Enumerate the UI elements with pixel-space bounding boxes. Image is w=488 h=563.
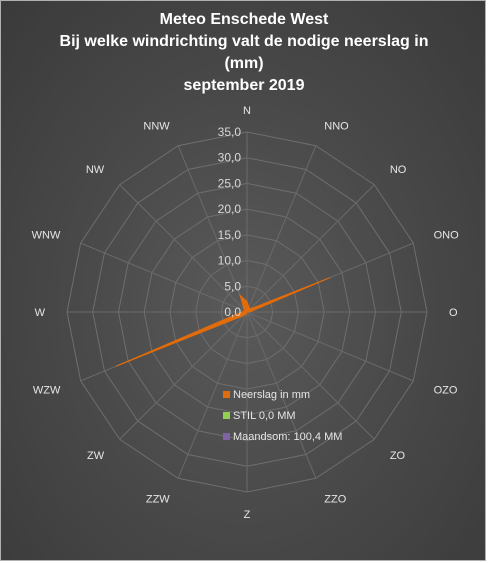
legend: Neerslag in mm STIL 0,0 MM Maandsom: 100…: [223, 384, 342, 447]
legend-label-maandsom: Maandsom: 100,4 MM: [233, 430, 343, 443]
direction-label-zw: ZW: [87, 450, 105, 462]
tick-label-1: 5,0: [224, 279, 241, 293]
tick-label-3: 15,0: [218, 228, 242, 242]
legend-label-stil: STIL 0,0 MM: [233, 409, 296, 422]
title-line-1: Meteo Enschede West: [159, 11, 329, 28]
direction-label-nno: NNO: [324, 120, 349, 132]
tick-label-5: 25,0: [218, 176, 242, 190]
direction-label-wnw: WNW: [32, 230, 61, 242]
direction-label-ozo: OZO: [434, 384, 458, 396]
direction-label-ono: ONO: [434, 230, 460, 242]
tick-label-0: 0,0: [224, 305, 241, 319]
spoke-zw: [119, 311, 248, 440]
legend-swatch-stil: [223, 412, 230, 419]
legend-swatch-neerslag: [223, 391, 230, 398]
direction-label-o: O: [449, 307, 458, 319]
direction-label-w: W: [35, 307, 46, 319]
spoke-ozo: [246, 311, 414, 382]
spoke-wnw: [80, 242, 248, 313]
tick-label-2: 10,0: [218, 254, 242, 268]
direction-label-zo: ZO: [390, 450, 406, 462]
spoke-nw: [119, 184, 248, 313]
title-line-4: september 2019: [183, 77, 305, 94]
direction-label-zzw: ZZW: [146, 494, 170, 506]
direction-label-n: N: [243, 105, 251, 117]
direction-label-wzw: WZW: [33, 384, 61, 396]
spoke-zzw: [177, 311, 248, 479]
series-area-neerslag: [116, 277, 331, 367]
title-line-2: Bij welke windrichting valt de nodige ne…: [59, 33, 429, 50]
chart-title: Meteo Enschede West Bij welke windrichti…: [1, 9, 487, 97]
spoke-nno: [246, 145, 317, 313]
direction-label-nnw: NNW: [143, 120, 170, 132]
legend-item-neerslag: Neerslag in mm: [223, 384, 342, 405]
direction-label-nw: NW: [86, 164, 105, 176]
spoke-zzo: [246, 311, 317, 479]
spoke-no: [246, 184, 375, 313]
tick-label-4: 20,0: [218, 202, 242, 216]
tick-label-6: 30,0: [218, 151, 242, 165]
direction-label-no: NO: [390, 164, 407, 176]
tick-label-7: 35,0: [218, 125, 242, 139]
spoke-nnw: [177, 145, 248, 313]
legend-item-maandsom: Maandsom: 100,4 MM: [223, 426, 342, 447]
spoke-zo: [246, 311, 375, 440]
legend-label-neerslag: Neerslag in mm: [233, 388, 311, 401]
direction-label-zzo: ZZO: [324, 494, 346, 506]
legend-swatch-maandsom: [223, 433, 230, 440]
title-line-3: (mm): [224, 55, 264, 72]
legend-item-stil: STIL 0,0 MM: [223, 405, 342, 426]
direction-label-z: Z: [244, 509, 251, 521]
